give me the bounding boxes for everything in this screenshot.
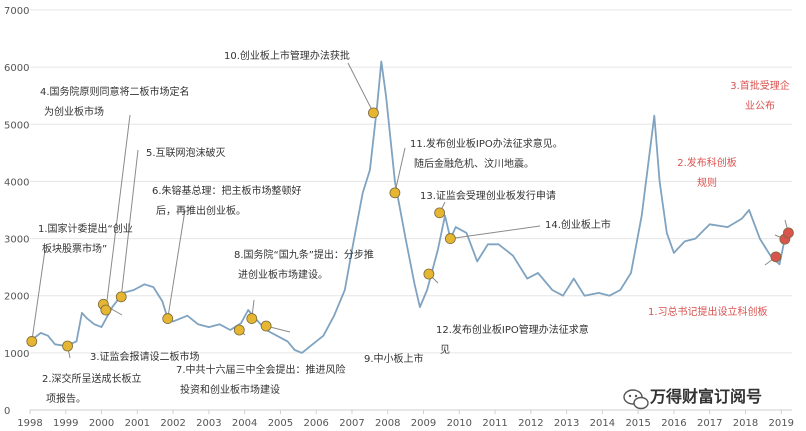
event-label: 规则 <box>697 176 717 189</box>
event-markers <box>26 107 794 352</box>
x-tick-label: 2010 <box>447 418 472 429</box>
event-label: 随后金融危机、汶川地震。 <box>414 157 534 170</box>
event-marker <box>389 187 401 199</box>
event-marker <box>444 233 456 244</box>
y-tick-label: 3000 <box>4 235 29 246</box>
y-axis: 0 1000 2000 3000 4000 5000 6000 7000 <box>4 6 29 417</box>
event-label: 1.习总书记提出设立科创板 <box>648 305 768 318</box>
event-marker <box>26 336 38 347</box>
event-label: 8.国务院“国九条”提出：分步推 <box>234 248 374 261</box>
x-tick-label: 2000 <box>89 418 114 429</box>
event-label: 项报告。 <box>46 392 86 405</box>
watermark-text: 万得财富订阅号 <box>649 387 762 406</box>
leader-line <box>105 114 131 311</box>
event-label: 3.首批受理企 <box>730 79 790 92</box>
event-label: 6.朱镕基总理：把主板市场整顿好 <box>152 184 302 197</box>
event-label: 为创业板市场 <box>44 105 104 118</box>
event-marker <box>434 207 446 219</box>
x-tick-label: 2019 <box>769 418 794 429</box>
y-tick-label: 5000 <box>4 120 29 131</box>
leader-line <box>394 147 406 193</box>
wechat-icon <box>623 389 649 410</box>
event-marker <box>100 304 112 316</box>
event-marker <box>233 324 245 336</box>
event-label: 4.国务院原则同意将二板市场定名 <box>40 85 190 98</box>
x-tick-label: 2007 <box>339 418 364 429</box>
x-tick-label: 1999 <box>53 418 78 429</box>
event-label: 5.互联网泡沫破灭 <box>146 146 226 159</box>
watermark: 万得财富订阅号 <box>623 387 762 410</box>
event-marker <box>162 313 174 324</box>
event-marker <box>62 340 73 352</box>
x-tick-label: 2017 <box>697 418 722 429</box>
leader-line <box>31 249 46 342</box>
x-tick-label: 2009 <box>411 418 436 429</box>
event-label: 业公布 <box>745 100 775 112</box>
event-label: 10.创业板上市管理办法获批 <box>224 49 350 62</box>
event-marker <box>770 251 782 263</box>
y-tick-label: 4000 <box>4 177 29 188</box>
event-label: 2.深交所呈送成长板立 <box>42 372 142 385</box>
y-tick-label: 6000 <box>4 63 29 74</box>
x-tick-label: 2014 <box>590 418 615 429</box>
x-tick-label: 1998 <box>17 418 42 429</box>
leader-line <box>347 62 374 114</box>
y-tick-label: 7000 <box>4 6 29 17</box>
x-tick-label: 2011 <box>482 418 507 429</box>
event-label: 后，再推出创业板。 <box>156 204 246 217</box>
event-label: 9.中小板上市 <box>364 352 424 365</box>
x-tick-label: 2003 <box>196 418 221 429</box>
event-label: 进创业板市场建设。 <box>238 268 328 281</box>
leader-line <box>167 209 186 319</box>
event-marker <box>260 320 272 332</box>
event-label: 11.发布创业板IPO办法征求意见。 <box>410 137 563 150</box>
event-label: 2.发布科创板 <box>677 156 737 169</box>
x-tick-label: 2015 <box>625 418 650 429</box>
event-label: 板块股票市场” <box>42 242 107 255</box>
x-tick-label: 2004 <box>232 418 257 429</box>
y-tick-label: 0 <box>4 406 10 417</box>
index-series-line <box>29 60 790 354</box>
event-label: 3.证监会报请设二板市场 <box>90 350 200 363</box>
y-tick-label: 1000 <box>4 349 29 360</box>
event-marker <box>423 268 435 280</box>
event-label: 7.中共十六届三中全会提出：推进风险 <box>176 363 346 376</box>
event-label: 投资和创业板市场建设 <box>180 383 280 396</box>
x-tick-label: 2002 <box>160 418 185 429</box>
x-tick-label: 2018 <box>733 418 758 429</box>
event-marker <box>246 313 258 324</box>
x-tick-label: 2012 <box>518 418 543 429</box>
x-tick-label: 2006 <box>303 418 328 429</box>
annotation-leaders <box>31 62 789 359</box>
x-tick-label: 2008 <box>375 418 400 429</box>
y-tick-label: 2000 <box>4 292 29 303</box>
x-tick-label: 2005 <box>268 418 293 429</box>
x-tick-label: 2001 <box>125 418 150 429</box>
event-label: 14.创业板上市 <box>545 218 611 231</box>
event-label: 12.发布创业板IPO管理办法征求意 <box>436 323 589 336</box>
event-marker <box>368 107 379 119</box>
event-marker <box>783 227 794 239</box>
x-tick-label: 2016 <box>661 418 686 429</box>
leader-line <box>450 225 541 240</box>
event-label: 13.证监会受理创业板发行申请 <box>420 189 556 202</box>
x-axis: 1998 1999 2000 2001 2002 2003 2004 2005 2006 2007… <box>17 410 794 429</box>
leader-line <box>120 149 139 297</box>
gridlines <box>30 9 792 411</box>
x-tick-label: 2013 <box>554 418 579 429</box>
event-label: 1.国家计委提出“创业 <box>38 222 133 235</box>
event-label: 见 <box>440 344 450 356</box>
event-marker <box>115 291 127 303</box>
